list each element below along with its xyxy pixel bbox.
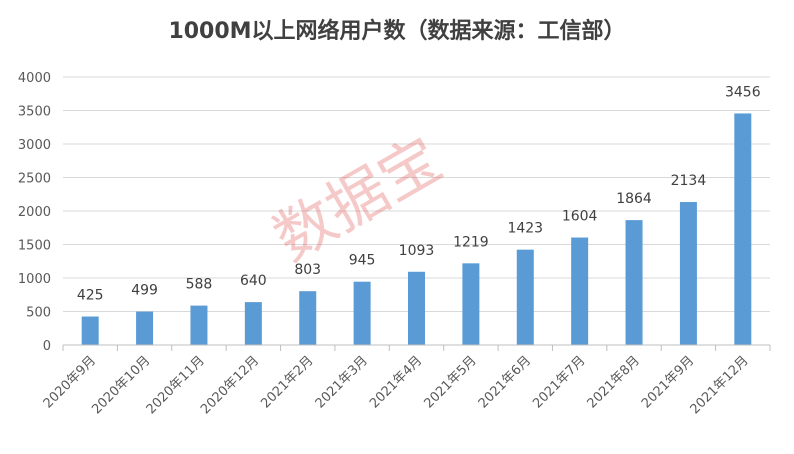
data-label: 1093 (399, 243, 435, 259)
x-tick-label: 2020年9月 (41, 353, 99, 411)
y-tick-label: 3500 (18, 105, 51, 120)
data-label: 499 (131, 283, 158, 299)
data-label: 640 (240, 273, 267, 289)
data-label: 588 (186, 277, 213, 293)
bar (136, 311, 154, 345)
data-label: 1864 (616, 191, 652, 207)
data-label: 3456 (725, 84, 761, 100)
y-tick-label: 2500 (18, 172, 51, 187)
data-label: 945 (349, 253, 376, 269)
x-tick-label: 2021年12月 (688, 353, 752, 417)
y-tick-label: 2000 (18, 205, 51, 220)
bar (734, 113, 752, 345)
data-label: 2134 (671, 173, 707, 189)
x-tick-label: 2021年7月 (530, 353, 588, 411)
bar (299, 291, 317, 345)
data-label: 803 (294, 262, 321, 278)
y-tick-label: 500 (26, 306, 51, 321)
y-tick-label: 0 (43, 339, 51, 354)
bar (353, 281, 371, 345)
data-label: 1423 (507, 221, 543, 237)
x-tick-label: 2021年5月 (421, 353, 479, 411)
data-label: 425 (77, 288, 104, 304)
y-tick-label: 3000 (18, 138, 51, 153)
y-tick-label: 1000 (18, 272, 51, 287)
bar (625, 220, 643, 345)
x-tick-label: 2021年6月 (476, 353, 534, 411)
y-tick-label: 4000 (18, 71, 51, 86)
x-tick-label: 2021年8月 (585, 353, 643, 411)
bar (408, 271, 425, 345)
x-tick-label: 2021年4月 (367, 353, 425, 411)
bar (190, 305, 208, 345)
data-label: 1604 (562, 209, 598, 225)
bar (516, 249, 534, 345)
bar (679, 202, 697, 345)
x-tick-label: 2021年3月 (313, 353, 371, 411)
chart-title: 1000M以上网络用户数（数据来源：工信部） (168, 19, 626, 44)
bar (462, 263, 480, 345)
x-tick-label: 2021年2月 (258, 353, 316, 411)
bar (571, 237, 589, 345)
bar (244, 302, 262, 345)
bar (81, 316, 99, 345)
data-label: 1219 (453, 234, 489, 250)
y-tick-label: 1500 (18, 239, 51, 254)
x-tick-label: 2021年9月 (639, 353, 697, 411)
x-tick-label: 2020年12月 (198, 353, 262, 417)
